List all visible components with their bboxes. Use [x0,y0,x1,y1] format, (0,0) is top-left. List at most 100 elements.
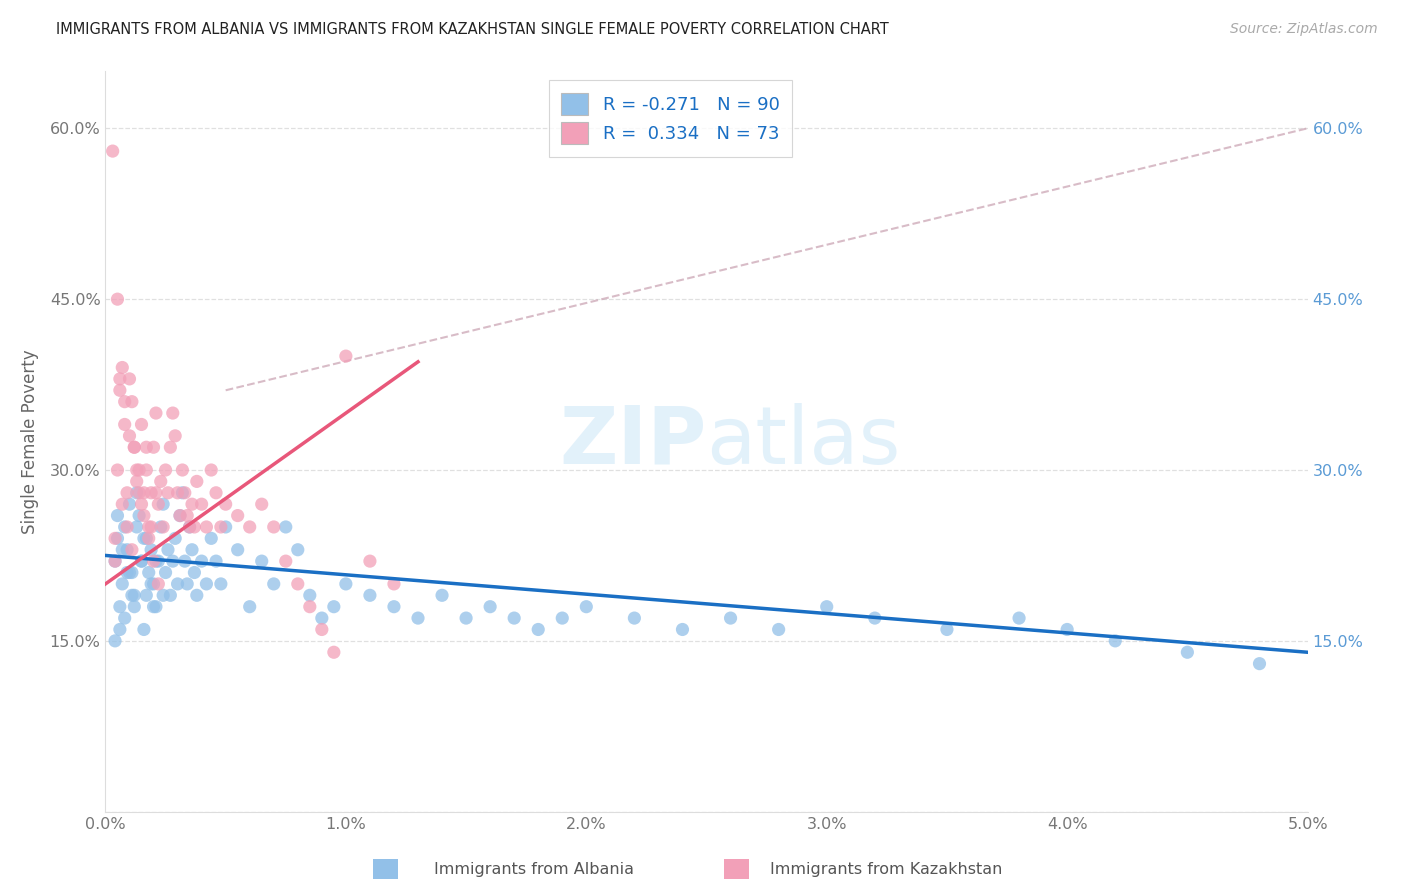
Point [166,485,188,500]
Point [815,599,838,614]
Point [131,554,153,568]
Point [148,577,170,591]
Point [138,532,160,546]
Point [124,588,146,602]
Point [335,577,357,591]
Point [575,599,598,614]
Text: Source: ZipAtlas.com: Source: ZipAtlas.com [1230,22,1378,37]
Point [200,532,222,546]
Point [165,532,187,546]
Point [173,485,195,500]
Point [162,406,184,420]
Point [479,599,502,614]
Point [176,577,198,591]
Point [108,623,131,637]
Point [335,349,357,363]
Point [115,485,138,500]
Point [118,497,141,511]
Point [148,554,170,568]
Point [132,508,155,523]
Point [1249,657,1271,671]
Point [551,611,574,625]
Point [149,520,172,534]
Point [149,475,172,489]
Point [190,497,212,511]
Point [128,508,150,523]
Point [115,566,138,580]
Point [107,292,129,306]
Point [172,463,194,477]
Point [671,623,693,637]
Point [406,611,429,625]
Point [148,497,170,511]
Point [142,440,165,454]
Point [121,588,143,602]
Point [226,508,249,523]
Point [135,588,157,602]
Point [125,475,148,489]
Point [107,463,129,477]
Point [209,577,232,591]
Point [382,599,405,614]
Point [135,532,157,546]
Point [239,599,262,614]
Point [1056,623,1078,637]
Point [145,599,167,614]
Point [139,520,162,534]
Point [169,508,191,523]
Text: Immigrants from Albania: Immigrants from Albania [434,863,634,877]
Point [382,577,405,591]
Point [142,599,165,614]
Point [359,554,381,568]
Point [107,508,129,523]
Point [311,611,333,625]
Point [527,623,550,637]
Point [138,520,160,534]
Point [274,520,297,534]
Point [936,623,959,637]
Point [111,497,134,511]
Point [863,611,886,625]
Point [139,485,162,500]
Point [114,394,136,409]
Point [195,520,218,534]
Point [239,520,262,534]
Point [200,463,222,477]
Point [121,542,143,557]
Point [179,520,201,534]
Point [195,577,218,591]
Point [104,554,127,568]
Point [176,508,198,523]
Point [214,497,236,511]
Point [152,520,174,534]
Point [214,520,236,534]
Point [121,394,143,409]
Text: IMMIGRANTS FROM ALBANIA VS IMMIGRANTS FROM KAZAKHSTAN SINGLE FEMALE POVERTY CORR: IMMIGRANTS FROM ALBANIA VS IMMIGRANTS FR… [56,22,889,37]
Text: ZIP: ZIP [560,402,707,481]
Point [114,417,136,432]
Point [162,554,184,568]
Point [322,645,344,659]
Point [179,520,201,534]
Point [104,633,127,648]
Text: Immigrants from Kazakhstan: Immigrants from Kazakhstan [769,863,1002,877]
Point [1175,645,1198,659]
Point [132,532,155,546]
Point [145,406,167,420]
Point [165,429,187,443]
Point [104,554,127,568]
Point [287,542,309,557]
Point [205,554,228,568]
Point [156,542,179,557]
Point [298,599,321,614]
Point [124,599,146,614]
Point [108,384,131,398]
Point [135,463,157,477]
Point [125,463,148,477]
Point [173,554,195,568]
Point [503,611,526,625]
Point [111,577,134,591]
Point [115,542,138,557]
Point [125,520,148,534]
Point [101,144,124,158]
